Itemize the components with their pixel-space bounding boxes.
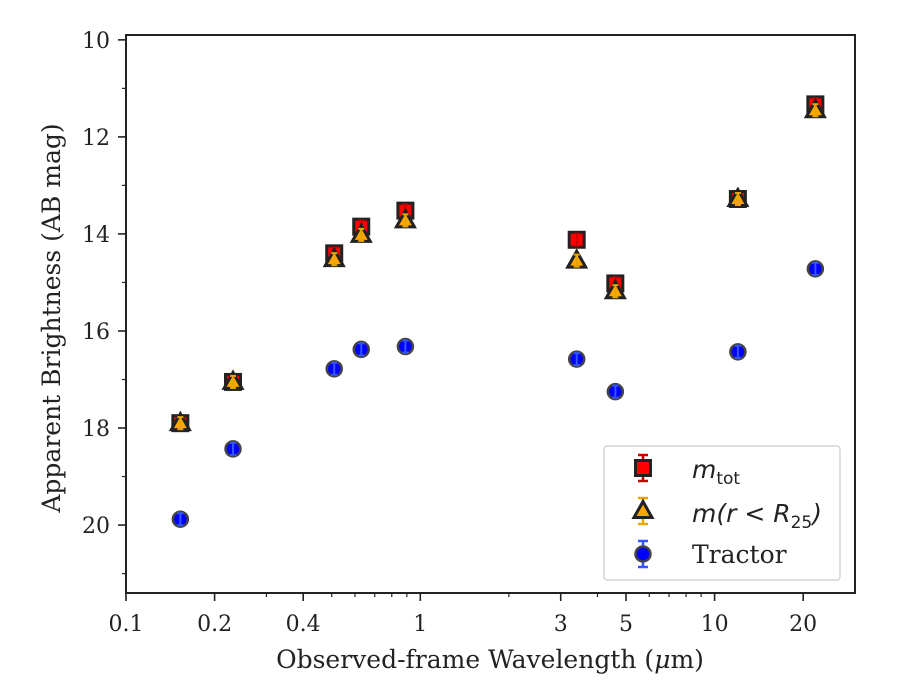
series-circle — [171, 260, 825, 528]
data-markers — [168, 95, 827, 528]
error-bar — [573, 352, 580, 367]
x-axis-title: Observed-frame Wavelength (μm) — [276, 645, 704, 674]
legend-square-marker — [634, 459, 652, 477]
error-bar — [812, 261, 819, 276]
legend-swatches — [631, 453, 655, 569]
legend-triangle-marker — [631, 498, 655, 519]
y-tick-label: 18 — [82, 417, 110, 442]
error-bar — [230, 374, 237, 389]
legend-circle-marker — [634, 545, 652, 563]
error-bar — [358, 342, 365, 357]
error-bar — [230, 441, 237, 456]
error-bar — [573, 253, 580, 268]
x-tick-label: 5 — [619, 612, 633, 637]
error-bar — [177, 416, 184, 431]
error-bar — [331, 361, 338, 376]
y-tick-label: 14 — [82, 223, 110, 248]
x-tick-label: 20 — [789, 612, 817, 637]
legend-frame — [603, 445, 841, 581]
series-triangle — [168, 97, 827, 432]
x-tick-label: 1 — [413, 612, 427, 637]
legend-swatch-triangle — [631, 496, 655, 526]
legend: mtot m(r < R25) Tractor — [603, 445, 841, 581]
y-tick-label: 12 — [82, 126, 110, 151]
error-bar — [812, 103, 819, 118]
y-tick-label: 16 — [82, 320, 110, 345]
error-bar — [573, 232, 580, 247]
plot-frame — [125, 34, 856, 594]
error-bar — [402, 339, 409, 354]
legend-swatch-square — [634, 453, 652, 483]
x-tick-label: 0.2 — [197, 612, 232, 637]
legend-label-m-tot: mtot — [692, 455, 740, 489]
error-bar — [177, 512, 184, 527]
y-tick-label: 10 — [82, 29, 110, 54]
legend-label-m-r25: m(r < R25) — [692, 499, 822, 533]
error-bar — [358, 227, 365, 242]
x-tick-label: 3 — [554, 612, 568, 637]
y-axis-title: Apparent Brightness (AB mag) — [37, 123, 66, 513]
error-bar — [612, 384, 619, 399]
error-bar — [331, 252, 338, 267]
series-square — [171, 95, 825, 433]
x-tick-label: 0.1 — [109, 612, 144, 637]
error-bar — [612, 284, 619, 299]
y-tick-label: 20 — [82, 514, 110, 539]
axes: 0.1 0.2 0.4 1 3 5 10 20 10 12 14 16 18 20 — [82, 29, 856, 637]
x-tick-label: 10 — [701, 612, 729, 637]
x-tick-label: 0.4 — [286, 612, 321, 637]
legend-swatch-circle — [634, 539, 652, 569]
error-bar — [734, 344, 741, 359]
legend-label-tractor: Tractor — [692, 540, 787, 569]
error-bar — [402, 213, 409, 228]
error-bar — [734, 192, 741, 207]
